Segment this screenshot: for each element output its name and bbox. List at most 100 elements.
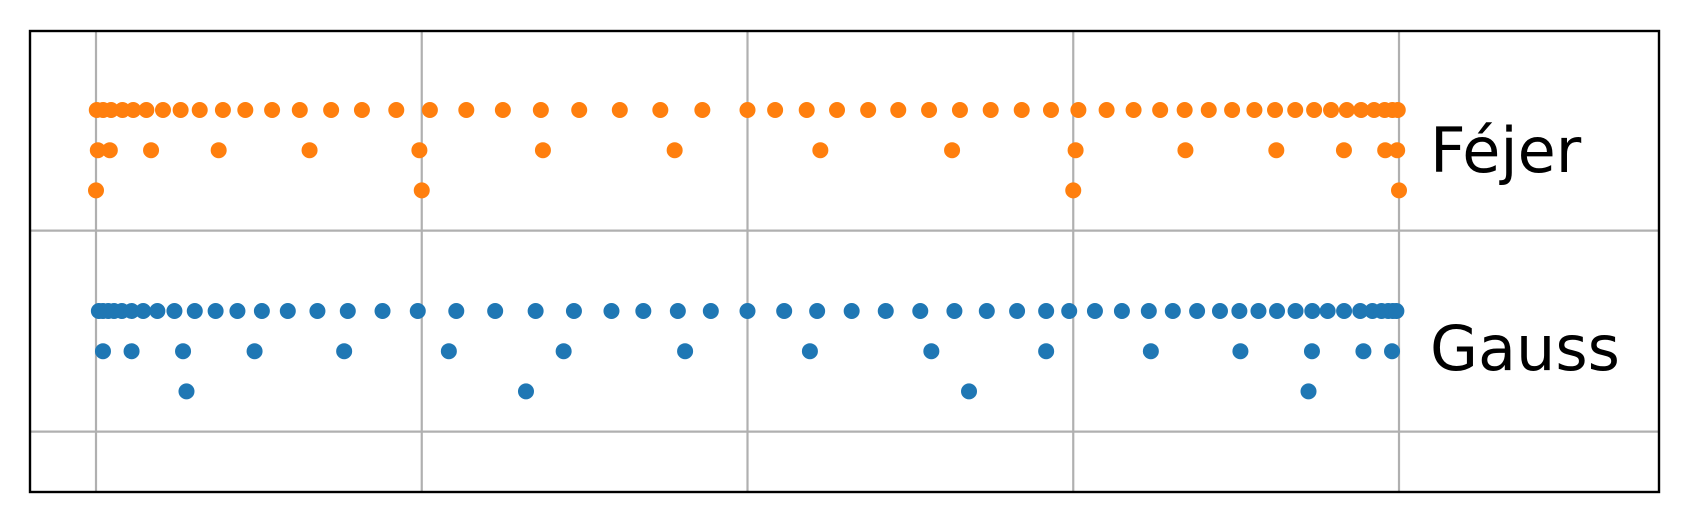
gauss-point xyxy=(1352,303,1369,319)
fejer-point xyxy=(1353,102,1370,118)
gauss-point xyxy=(1164,303,1181,319)
fejer-point xyxy=(1377,142,1394,159)
fejer-point xyxy=(1065,182,1082,199)
gauss-point xyxy=(1287,303,1304,319)
fejer-point xyxy=(1177,142,1194,159)
gauss-point xyxy=(336,343,353,360)
label-fejer: Féjer xyxy=(1430,114,1582,187)
gauss-point xyxy=(517,383,534,400)
gauss-point xyxy=(123,343,140,360)
series-labels: Féjer Gauss xyxy=(1430,114,1620,385)
fejer-point xyxy=(413,182,430,199)
gauss-point xyxy=(1038,343,1055,360)
fejer-point xyxy=(494,102,511,118)
gauss-point xyxy=(207,303,224,319)
fejer-point xyxy=(1098,102,1115,118)
gauss-point xyxy=(1211,303,1228,319)
gauss-point xyxy=(135,303,152,319)
fejer-point xyxy=(301,142,318,159)
gauss-point xyxy=(409,303,426,319)
fejer-point xyxy=(1224,102,1241,118)
fejer-point xyxy=(421,102,438,118)
fejer-point xyxy=(103,102,120,118)
gauss-point xyxy=(175,343,192,360)
fejer-point xyxy=(89,142,106,159)
fejer-point xyxy=(1152,102,1169,118)
fejer-point xyxy=(214,102,231,118)
gauss-point xyxy=(253,303,270,319)
series-fejer xyxy=(88,102,1407,199)
fejer-point xyxy=(138,102,155,118)
fejer-point xyxy=(388,102,405,118)
gauss-point xyxy=(487,303,504,319)
series-gauss xyxy=(90,303,1405,400)
gauss-point xyxy=(246,343,263,360)
fejer-point xyxy=(571,102,588,118)
fejer-point xyxy=(1335,142,1352,159)
gauss-point xyxy=(1384,343,1401,360)
gauss-point xyxy=(339,303,356,319)
fejer-point xyxy=(532,102,549,118)
fejer-point xyxy=(666,142,683,159)
gauss-point xyxy=(677,343,694,360)
gauss-point xyxy=(843,303,860,319)
gauss-point xyxy=(1038,303,1055,319)
gauss-point xyxy=(1250,303,1267,319)
fejer-point xyxy=(534,142,551,159)
fejer-point xyxy=(829,102,846,118)
fejer-point xyxy=(1306,102,1323,118)
gauss-point xyxy=(1113,303,1130,319)
gauss-point xyxy=(912,303,929,319)
gauss-point xyxy=(94,343,111,360)
fejer-point xyxy=(191,102,208,118)
gauss-point xyxy=(1269,303,1286,319)
gauss-point xyxy=(1189,303,1206,319)
gauss-point xyxy=(635,303,652,319)
gauss-point xyxy=(1140,303,1157,319)
fejer-point xyxy=(1338,102,1355,118)
gauss-point xyxy=(186,303,203,319)
label-gauss: Gauss xyxy=(1430,312,1620,385)
fejer-point xyxy=(1391,182,1407,199)
gauss-point xyxy=(809,303,826,319)
gauss-point xyxy=(123,303,140,319)
gauss-point xyxy=(1142,343,1159,360)
gauss-point xyxy=(877,303,894,319)
gauss-point xyxy=(946,303,963,319)
gauss-point xyxy=(374,303,391,319)
gauss-point xyxy=(555,343,572,360)
gauss-point xyxy=(603,303,620,319)
gauss-point xyxy=(961,383,978,400)
gauss-point xyxy=(1336,303,1353,319)
gauss-point xyxy=(1388,303,1405,319)
fejer-point xyxy=(264,102,281,118)
fejer-point xyxy=(944,142,961,159)
gauss-point xyxy=(1061,303,1078,319)
data-points xyxy=(88,102,1407,400)
gauss-point xyxy=(440,343,457,360)
fejer-point xyxy=(611,102,628,118)
gauss-point xyxy=(702,303,719,319)
fejer-point xyxy=(860,102,877,118)
fejer-point xyxy=(812,142,829,159)
fejer-point xyxy=(237,102,254,118)
fejer-point xyxy=(1389,142,1406,159)
fejer-point xyxy=(210,142,227,159)
fejer-point xyxy=(1323,102,1340,118)
fejer-point xyxy=(694,102,711,118)
gauss-point xyxy=(801,343,818,360)
fejer-point xyxy=(739,102,756,118)
gauss-point xyxy=(978,303,995,319)
gauss-point xyxy=(1232,343,1249,360)
fejer-point xyxy=(1125,102,1142,118)
gauss-point xyxy=(309,303,326,319)
gauss-point xyxy=(1303,343,1320,360)
fejer-point xyxy=(101,142,118,159)
fejer-point xyxy=(1067,142,1084,159)
gauss-point xyxy=(1009,303,1026,319)
gauss-point xyxy=(923,343,940,360)
fejer-point xyxy=(323,102,340,118)
fejer-point xyxy=(353,102,370,118)
